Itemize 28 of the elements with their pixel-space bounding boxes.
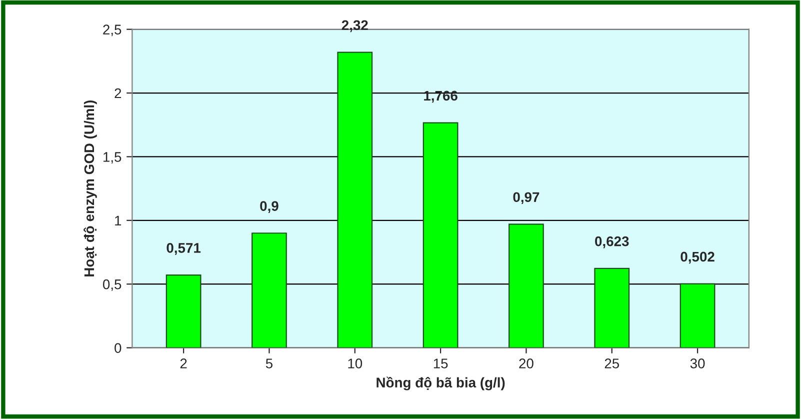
x-tick-label: 5 xyxy=(266,358,273,368)
y-tick-label: 2 xyxy=(114,88,122,98)
x-tick-label: 30 xyxy=(690,358,705,368)
data-label: 0,9 xyxy=(260,201,278,213)
x-tick-label: 2 xyxy=(180,358,187,368)
x-tick-label: 10 xyxy=(348,358,362,368)
data-label: 0,97 xyxy=(513,192,540,204)
y-tick-label: 0,5 xyxy=(102,279,122,291)
x-tick-label: 15 xyxy=(434,358,448,368)
y-tick-label: 0 xyxy=(114,343,122,353)
bar xyxy=(252,232,287,348)
data-label: 0,502 xyxy=(680,252,714,264)
y-tick-label: 1,5 xyxy=(104,152,122,164)
bar xyxy=(680,283,716,348)
y-tick-label: 2,5 xyxy=(103,24,122,36)
bar xyxy=(508,224,544,348)
x-tick-label: 25 xyxy=(604,358,620,368)
bar xyxy=(337,52,373,348)
y-tick-label: 1 xyxy=(115,216,122,226)
y-axis-title: Hoạt độ enzym GOD (U/ml) xyxy=(84,100,97,276)
data-label: 0,571 xyxy=(166,243,201,255)
data-label: 0,623 xyxy=(595,236,629,248)
bar xyxy=(166,274,202,348)
x-tick-label: 20 xyxy=(519,358,534,368)
data-label: 1,766 xyxy=(424,90,458,103)
x-axis-title: Nồng độ bã bia (g/l) xyxy=(376,376,505,390)
bar xyxy=(594,268,630,348)
bar xyxy=(422,122,458,348)
